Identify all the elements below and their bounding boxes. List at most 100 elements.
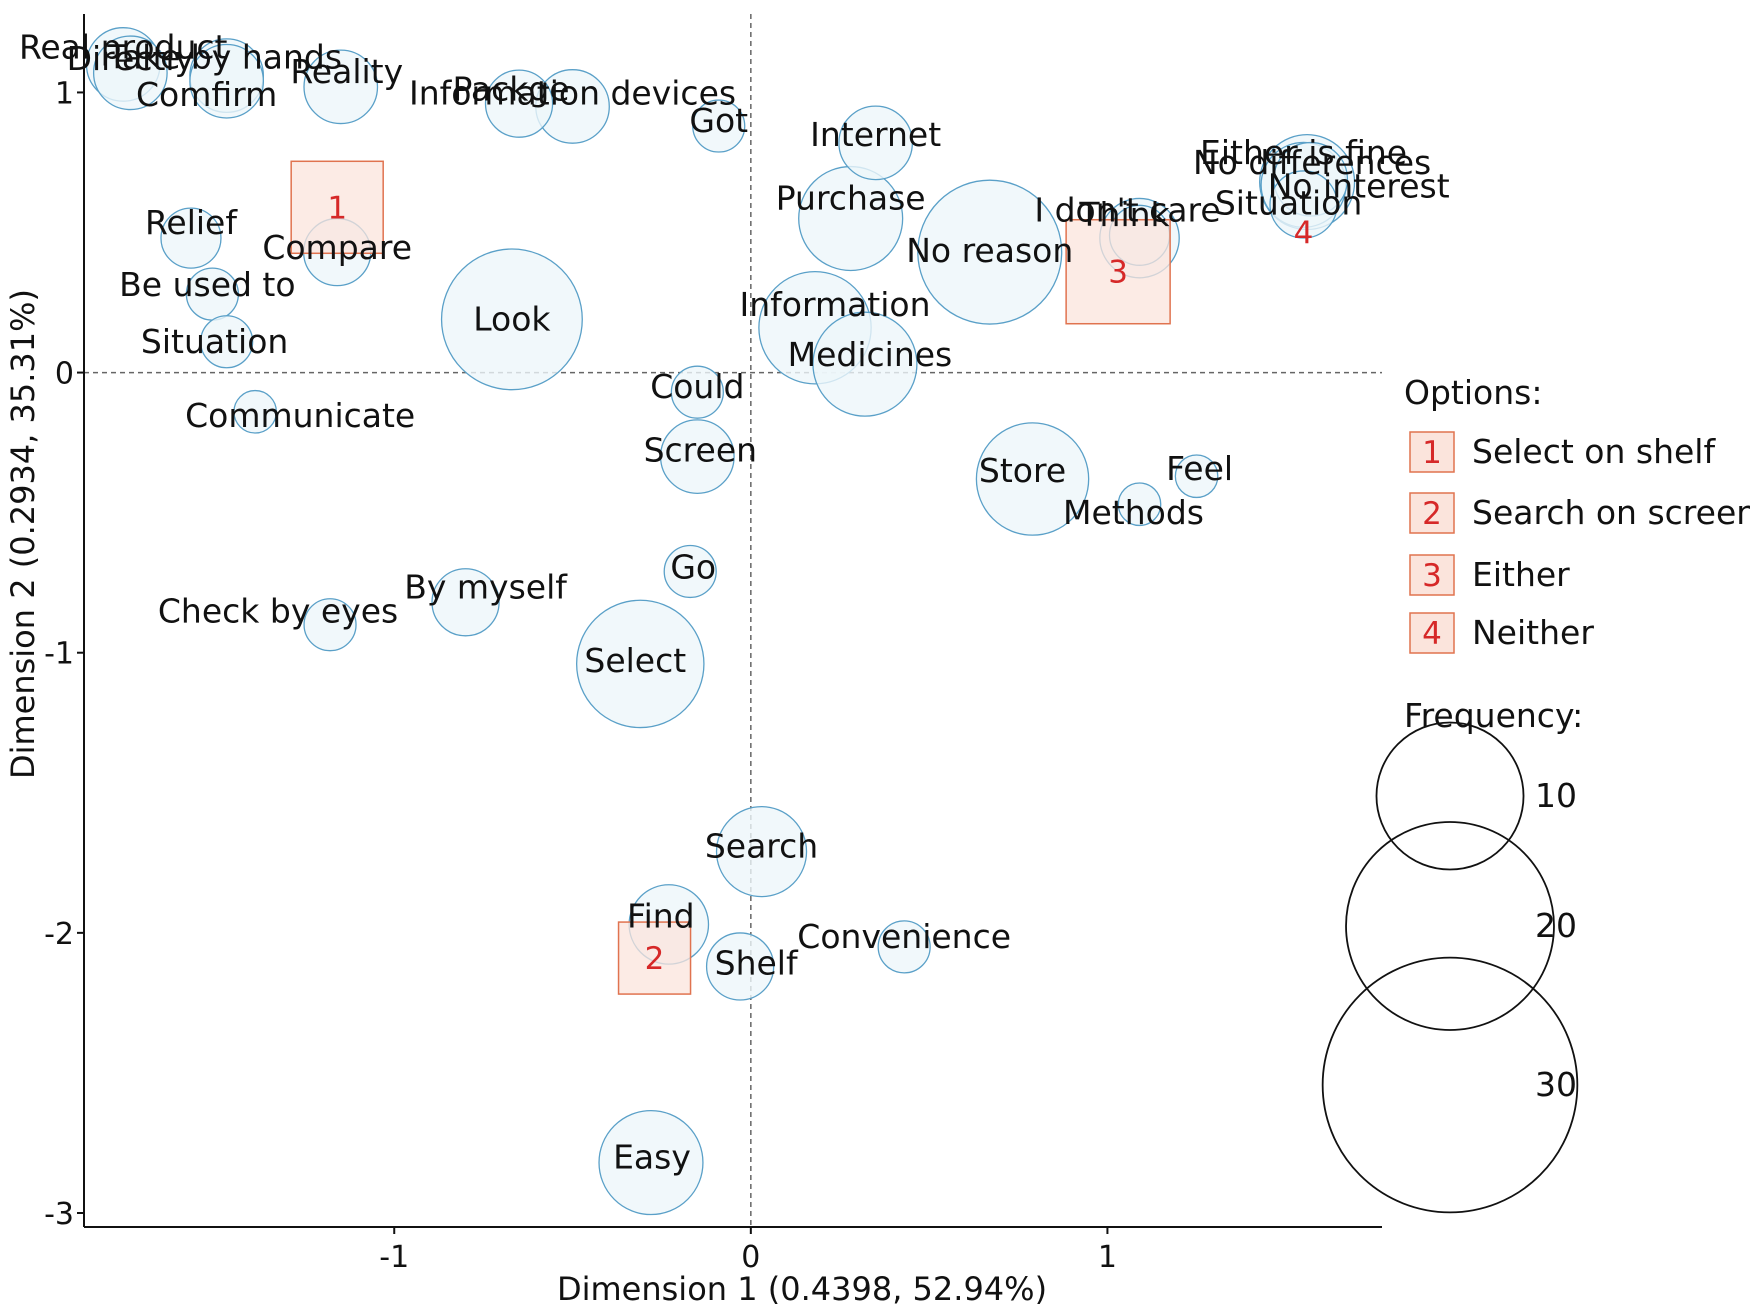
y-tick-label-4: 1 xyxy=(55,76,74,111)
word-label-30: Go xyxy=(670,547,716,586)
word-bubble-25 xyxy=(233,389,278,434)
word-bubble-5 xyxy=(484,69,554,138)
legend-size-label-20: 20 xyxy=(1535,906,1577,945)
legend-option-name-1: Select on shelf xyxy=(1472,432,1716,471)
option-number-4: 4 xyxy=(1294,216,1314,252)
y-tick-label-1: -2 xyxy=(44,917,74,952)
legend-option-swatch-1 xyxy=(1409,431,1455,473)
legend-size-label-30: 30 xyxy=(1535,1065,1577,1104)
word-label-7: Got xyxy=(689,101,748,140)
word-label-24: Could xyxy=(650,367,744,406)
legend: Options: 1 Select on shelf 2 Search on scre… xyxy=(1321,373,1750,1214)
y-axis-title: Dimension 2 (0.2934, 35.31%) xyxy=(4,289,42,779)
word-label-29: Methods xyxy=(1063,493,1204,532)
word-bubble-23 xyxy=(812,311,918,417)
word-label-20: Situation xyxy=(141,322,288,361)
word-bubble-3 xyxy=(189,43,265,119)
word-label-33: Select xyxy=(584,641,686,680)
word-bubble-30 xyxy=(663,544,717,599)
word-label-34: Search xyxy=(705,827,818,866)
word-label-21: Look xyxy=(473,299,551,338)
word-label-18: Compare xyxy=(262,228,412,267)
word-label-4: Reality xyxy=(290,52,403,91)
word-bubble-20 xyxy=(200,315,254,369)
reference-lines xyxy=(84,14,1382,1227)
word-bubble-27 xyxy=(975,422,1090,536)
legend-option-swatch-3 xyxy=(1409,554,1455,596)
legend-option-name-2: Search on screen xyxy=(1472,493,1750,532)
legend-option-number-1: 1 xyxy=(1422,435,1442,471)
word-label-36: Shelf xyxy=(715,943,799,982)
word-label-28: Feel xyxy=(1166,449,1233,488)
option-number-3: 3 xyxy=(1108,255,1128,291)
legend-option-number-2: 2 xyxy=(1422,496,1442,532)
word-bubble-32 xyxy=(431,568,500,637)
option-markers: 1 2 3 4 xyxy=(290,160,1314,995)
option-box-1 xyxy=(290,160,384,255)
word-label-27: Store xyxy=(979,451,1066,490)
legend-option-number-4: 4 xyxy=(1422,616,1442,652)
word-bubble-24 xyxy=(670,365,724,419)
word-bubble-1 xyxy=(92,35,168,111)
legend-options: 1 Select on shelf 2 Search on screen 3 Either… xyxy=(1409,431,1750,654)
word-bubble-4 xyxy=(303,49,379,125)
axes: -1 0 1 -3 -2 -1 0 1 xyxy=(44,14,1382,1275)
y-tick-label-2: -1 xyxy=(44,637,74,672)
x-tick-label-2: 1 xyxy=(1098,1240,1117,1275)
legend-option-name-4: Neither xyxy=(1472,613,1594,652)
word-label-23: Medicines xyxy=(788,335,953,374)
legend-options-title: Options: xyxy=(1404,373,1542,412)
word-bubble-28 xyxy=(1174,454,1219,499)
legend-option-swatch-4 xyxy=(1409,612,1455,654)
legend-frequency-title: Frequency: xyxy=(1404,696,1583,735)
legend-size-circle-10 xyxy=(1375,721,1525,871)
option-number-2: 2 xyxy=(645,941,665,977)
word-label-13: No reason xyxy=(906,231,1073,270)
word-bubble-33 xyxy=(575,599,705,729)
word-label-8: Internet xyxy=(810,115,941,154)
word-label-1: Directly xyxy=(67,39,195,78)
word-label-9: No differences xyxy=(1193,143,1431,182)
word-bubble-7 xyxy=(692,99,746,153)
word-bubble-21 xyxy=(440,248,583,391)
word-bubble-17 xyxy=(160,207,222,269)
word-bubble-15 xyxy=(1269,170,1338,239)
word-label-38: Easy xyxy=(613,1138,691,1177)
word-bubble-37 xyxy=(877,920,931,974)
word-bubble-31 xyxy=(303,598,357,652)
y-tick-label-3: 0 xyxy=(55,357,74,392)
legend-option-swatch-2 xyxy=(1409,492,1455,534)
y-tick-label-0: -3 xyxy=(44,1197,74,1232)
legend-size-circle-30 xyxy=(1321,956,1579,1214)
word-label-31: Check by eyes xyxy=(158,592,398,631)
word-label-11: No interest xyxy=(1268,166,1450,205)
word-label-3: Comfirm xyxy=(136,75,277,114)
x-tick-label-0: -1 xyxy=(379,1240,409,1275)
word-label-17: Relief xyxy=(145,203,238,242)
word-bubble-26 xyxy=(659,419,735,495)
x-tick-label-1: 0 xyxy=(741,1240,760,1275)
word-label-32: By myself xyxy=(404,567,568,606)
word-label-5: Packge xyxy=(452,70,569,109)
legend-frequency-sizes: 10 20 30 xyxy=(1321,721,1579,1214)
word-label-15: Situation xyxy=(1215,183,1362,222)
word-label-16: I don't care xyxy=(1034,190,1220,229)
option-box-3 xyxy=(1065,218,1171,325)
word-bubble-29 xyxy=(1117,482,1162,527)
word-bubble-38 xyxy=(598,1109,704,1216)
legend-option-name-3: Either xyxy=(1472,555,1570,594)
word-label-10: Either is fine xyxy=(1200,133,1407,172)
word-label-0: Real product xyxy=(19,27,228,66)
word-label-2: Take by hands xyxy=(106,38,342,77)
legend-size-label-10: 10 xyxy=(1535,776,1577,815)
word-bubble-8 xyxy=(838,105,914,181)
option-number-1: 1 xyxy=(327,190,347,226)
word-label-35: Find xyxy=(627,896,695,935)
word-label-22: Information xyxy=(740,285,931,324)
legend-size-circle-20 xyxy=(1345,821,1555,1031)
word-label-12: Purchase xyxy=(776,179,926,218)
word-label-14: Think xyxy=(1078,195,1170,234)
word-bubble-13 xyxy=(917,179,1063,325)
